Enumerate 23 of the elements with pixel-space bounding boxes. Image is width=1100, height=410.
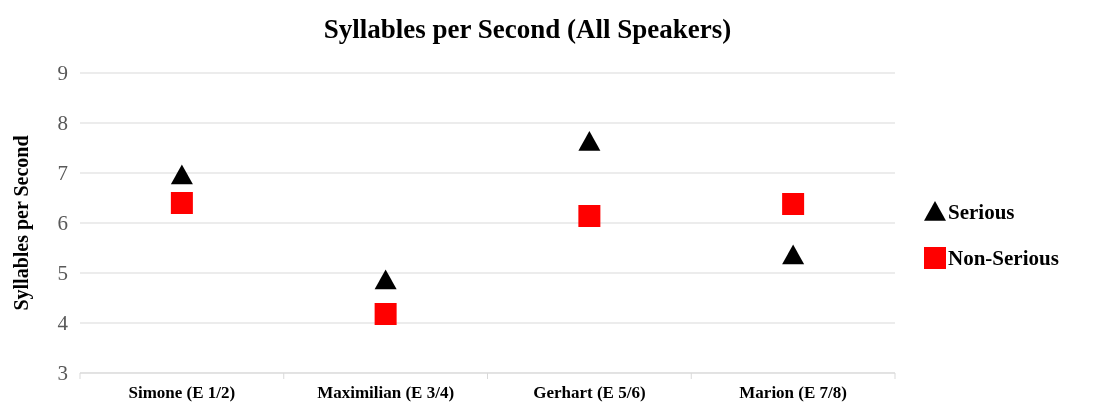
legend-label: Non-Serious [948, 246, 1059, 271]
x-tick-label: Marion (E 7/8) [739, 383, 847, 402]
x-tick-label: Gerhart (E 5/6) [533, 383, 646, 402]
y-tick-label: 7 [57, 161, 68, 186]
y-tick-label: 3 [57, 361, 68, 386]
y-tick-label: 4 [57, 311, 69, 336]
y-tick-label: 6 [57, 211, 68, 236]
x-tick-label: Simone (E 1/2) [128, 383, 236, 402]
point [374, 303, 397, 325]
y-axis-title: Syllables per Second [10, 135, 33, 311]
point [782, 244, 805, 265]
point [782, 193, 805, 215]
legend-label: Serious [948, 200, 1015, 225]
point [578, 131, 601, 151]
x-tick-label: Maximilian (E 3/4) [317, 383, 455, 402]
y-tick-label: 8 [57, 111, 68, 136]
y-tick-label: 9 [57, 61, 68, 86]
point [374, 269, 397, 290]
point [170, 164, 193, 185]
chart-title: Syllables per Second (All Speakers) [323, 14, 732, 44]
point [170, 192, 193, 214]
y-tick-label: 5 [57, 261, 68, 286]
point [578, 205, 601, 227]
